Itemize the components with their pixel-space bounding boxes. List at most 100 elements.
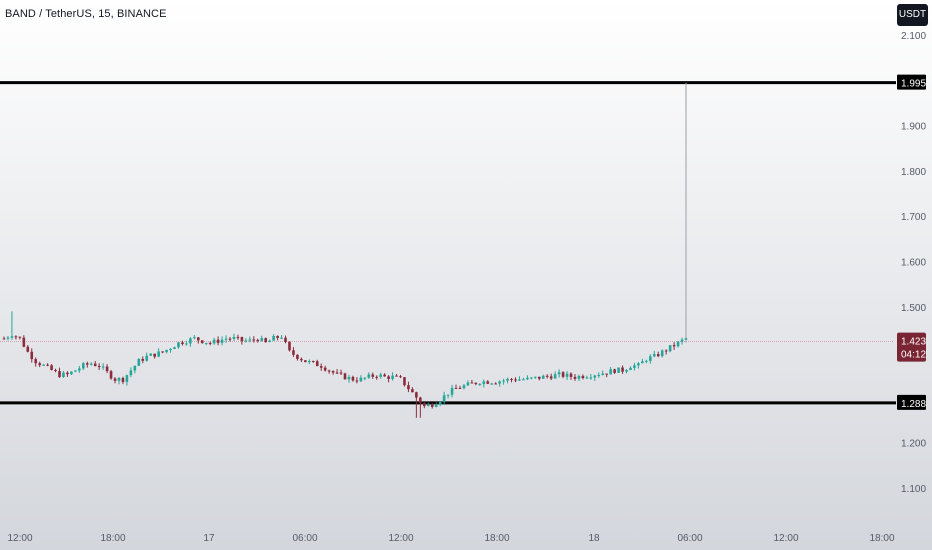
candle-body — [268, 340, 271, 343]
candle-body — [284, 337, 287, 342]
candle-body — [204, 342, 208, 344]
candle-body — [486, 381, 490, 384]
time-tick-label: 18:00 — [869, 533, 894, 544]
candle-body — [46, 364, 49, 366]
candle-body — [585, 377, 589, 379]
candle-body — [149, 353, 153, 356]
symbol-title[interactable]: BAND / TetherUS, 15, BINANCE — [5, 8, 167, 20]
candle-body — [50, 365, 53, 370]
candle-body — [407, 385, 410, 390]
candle-body — [2, 338, 6, 340]
candle-body — [510, 378, 513, 380]
candle-body — [105, 366, 109, 372]
level-price-badge — [897, 74, 926, 90]
time-axis[interactable]: 12:00 18:00 17 06:00 12:00 18:00 18 06:00 12:00 1… — [7, 533, 894, 544]
candle-body — [347, 376, 351, 380]
candle-body — [70, 371, 73, 375]
candle-body — [482, 381, 486, 384]
candle-body — [189, 338, 192, 344]
price-tick-label: 1.100 — [901, 484, 926, 495]
candle-body — [617, 367, 620, 373]
candle-body — [534, 376, 537, 378]
candle-body — [458, 387, 462, 389]
price-tick-label: 1.900 — [901, 122, 926, 133]
candle-body — [220, 339, 224, 343]
candle-body — [300, 358, 303, 361]
candle-body — [676, 341, 680, 347]
candle-body — [232, 336, 236, 339]
candle-body — [97, 365, 101, 367]
candle-body — [292, 350, 295, 355]
candle-body — [668, 345, 672, 352]
candle-body — [478, 383, 482, 385]
time-tick-label: 06:00 — [292, 533, 317, 544]
candle-body — [34, 359, 38, 364]
candle-body — [395, 375, 398, 377]
candle-body — [680, 339, 684, 342]
time-tick-label: 18:00 — [100, 533, 125, 544]
candle-body — [442, 395, 446, 402]
candle-body — [613, 369, 616, 373]
candle-body — [133, 365, 137, 371]
candle-body — [177, 342, 180, 348]
candle-body — [684, 338, 688, 340]
candle-body — [470, 382, 474, 384]
candle-body — [633, 365, 636, 368]
level-price-badge — [897, 394, 926, 410]
candle-body — [434, 404, 438, 407]
candle-body — [363, 377, 367, 379]
price-tick-label: 1.800 — [901, 167, 926, 178]
candle-body — [161, 351, 164, 353]
candle-body — [367, 374, 371, 378]
candle-body — [26, 346, 30, 352]
time-tick-label: 06:00 — [677, 533, 702, 544]
candle-body — [113, 378, 117, 381]
candle-body — [660, 350, 664, 357]
candle-body — [351, 376, 355, 381]
candle-body — [339, 372, 343, 374]
candle-body — [462, 385, 466, 389]
candle-body — [244, 340, 248, 342]
candle-body — [129, 370, 133, 376]
candle-body — [85, 363, 89, 365]
candle-body — [605, 373, 608, 375]
horizontal-levels — [0, 81, 896, 405]
candle-body — [403, 377, 406, 386]
candle-body — [288, 341, 291, 351]
price-tick-label: 1.500 — [901, 303, 926, 314]
candle-body — [506, 378, 509, 381]
candle-body — [93, 363, 97, 366]
bar-countdown-label: 04:12 — [901, 350, 926, 361]
candle-body — [522, 379, 525, 381]
candle-body — [589, 377, 593, 379]
candle-body — [196, 337, 200, 341]
time-tick-label: 12:00 — [7, 533, 32, 544]
axis-badges: 1.995 1.288 1.423 04:12 — [897, 74, 926, 410]
level-price-label: 1.995 — [901, 79, 926, 90]
candle-body — [200, 340, 204, 344]
candle-body — [165, 349, 168, 353]
currency-button[interactable]: USDT — [897, 4, 928, 26]
candle-body — [664, 350, 668, 352]
candle-body — [248, 339, 252, 341]
candle-body — [308, 360, 311, 363]
candle-body — [565, 373, 569, 377]
candle-body — [22, 337, 26, 347]
price-tick-label: 2.100 — [901, 31, 926, 42]
candle-body — [541, 375, 545, 379]
candle-body — [561, 372, 565, 377]
candle-body — [117, 377, 121, 381]
candle-body — [545, 375, 549, 377]
candle-body — [256, 339, 260, 341]
candle-body — [430, 404, 434, 407]
candle-body — [240, 336, 244, 342]
candle-body — [42, 364, 45, 366]
price-axis[interactable]: 2.100 1.900 1.800 1.700 1.600 1.500 1.200 1.100 — [901, 31, 926, 495]
candle-body — [18, 336, 22, 338]
time-tick-label: 18 — [588, 533, 600, 544]
candle-body — [375, 376, 379, 378]
candle-body — [185, 343, 188, 345]
